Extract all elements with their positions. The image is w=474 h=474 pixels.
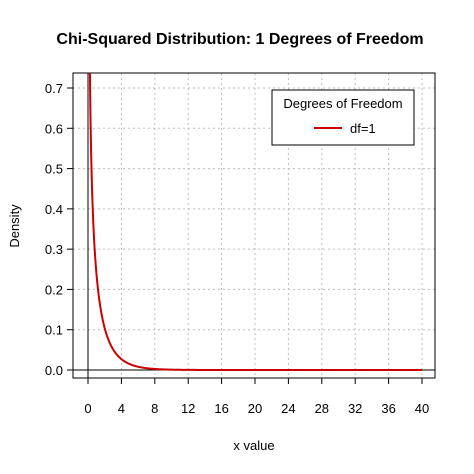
y-axis: 0.0 0.1 0.2 0.3 0.4 0.5 0.6 0.7 <box>45 81 73 378</box>
y-axis-label: Density <box>7 204 22 248</box>
x-tick-label: 0 <box>84 401 91 416</box>
legend-box <box>271 89 415 146</box>
x-tick-label: 24 <box>281 401 295 416</box>
series-line-df-1 <box>88 73 422 371</box>
x-tick-label: 12 <box>181 401 195 416</box>
plot-box <box>72 72 436 379</box>
y-tick-label: 0.7 <box>45 81 63 96</box>
y-tick-label: 0.6 <box>45 121 63 136</box>
series-layer <box>88 73 422 371</box>
x-axis: 0 4 8 12 16 20 24 28 32 36 40 <box>84 378 429 416</box>
y-tick-label: 0.5 <box>45 162 63 177</box>
x-tick-label: 40 <box>415 401 429 416</box>
y-tick-label: 0.4 <box>45 202 63 217</box>
x-tick-label: 32 <box>348 401 362 416</box>
y-tick-label: 0.3 <box>45 242 63 257</box>
x-tick-label: 28 <box>315 401 329 416</box>
y-tick-label: 0.1 <box>45 323 63 338</box>
legend-title: Degrees of Freedom <box>283 96 402 111</box>
x-axis-label: x value <box>233 438 274 453</box>
y-tick-label: 0.0 <box>45 363 63 378</box>
x-tick-label: 4 <box>118 401 125 416</box>
y-tick-label: 0.2 <box>45 282 63 297</box>
x-tick-label: 16 <box>214 401 228 416</box>
x-tick-label: 36 <box>381 401 395 416</box>
x-tick-label: 20 <box>248 401 262 416</box>
legend: Degrees of Freedom df=1 <box>271 89 415 146</box>
legend-entry-df1: df=1 <box>350 121 376 136</box>
x-tick-label: 8 <box>151 401 158 416</box>
chart-title: Chi-Squared Distribution: 1 Degrees of F… <box>56 31 423 48</box>
